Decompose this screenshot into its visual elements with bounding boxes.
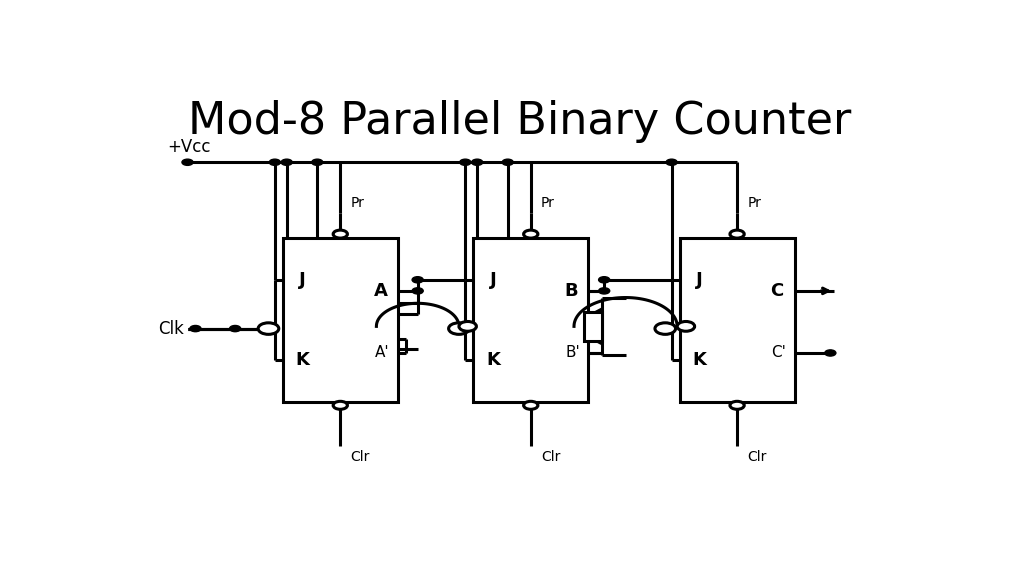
Circle shape bbox=[258, 323, 279, 334]
Text: B': B' bbox=[565, 346, 580, 361]
Text: J: J bbox=[489, 271, 497, 289]
Circle shape bbox=[412, 276, 423, 283]
Text: C': C' bbox=[771, 346, 786, 361]
Circle shape bbox=[182, 159, 194, 165]
Circle shape bbox=[824, 350, 836, 356]
Text: A: A bbox=[374, 282, 387, 300]
Circle shape bbox=[599, 276, 609, 283]
Circle shape bbox=[449, 323, 469, 334]
Circle shape bbox=[730, 230, 744, 238]
Text: Clr: Clr bbox=[748, 450, 767, 464]
Circle shape bbox=[269, 159, 281, 165]
Circle shape bbox=[412, 288, 423, 294]
Circle shape bbox=[459, 321, 476, 331]
Bar bbox=[283, 238, 397, 402]
Circle shape bbox=[333, 401, 347, 410]
Circle shape bbox=[730, 401, 744, 410]
Circle shape bbox=[282, 159, 292, 165]
Text: K: K bbox=[692, 351, 707, 369]
Bar bbox=[585, 312, 602, 341]
Circle shape bbox=[655, 323, 676, 334]
Text: Pr: Pr bbox=[541, 196, 555, 210]
Text: A': A' bbox=[375, 346, 389, 361]
Circle shape bbox=[677, 321, 694, 331]
Circle shape bbox=[460, 159, 471, 165]
Text: Clr: Clr bbox=[541, 450, 560, 464]
Bar bbox=[473, 238, 588, 402]
Circle shape bbox=[333, 230, 347, 238]
Bar bbox=[680, 238, 795, 402]
Circle shape bbox=[599, 288, 609, 294]
Circle shape bbox=[472, 159, 482, 165]
Circle shape bbox=[666, 159, 677, 165]
Circle shape bbox=[523, 401, 538, 410]
Circle shape bbox=[189, 325, 201, 332]
Text: J: J bbox=[299, 271, 306, 289]
Circle shape bbox=[229, 325, 241, 332]
Text: K: K bbox=[486, 351, 500, 369]
Text: C: C bbox=[770, 282, 783, 300]
Text: Mod-8 Parallel Binary Counter: Mod-8 Parallel Binary Counter bbox=[187, 100, 851, 143]
Text: Pr: Pr bbox=[748, 196, 761, 210]
Text: K: K bbox=[296, 351, 309, 369]
Text: +Vcc: +Vcc bbox=[168, 138, 211, 156]
Text: Pr: Pr bbox=[350, 196, 365, 210]
Text: Clr: Clr bbox=[350, 450, 370, 464]
Text: J: J bbox=[696, 271, 702, 289]
Text: B: B bbox=[564, 282, 578, 300]
Circle shape bbox=[523, 230, 538, 238]
Circle shape bbox=[311, 159, 323, 165]
Circle shape bbox=[502, 159, 513, 165]
Text: Clk: Clk bbox=[158, 320, 183, 338]
